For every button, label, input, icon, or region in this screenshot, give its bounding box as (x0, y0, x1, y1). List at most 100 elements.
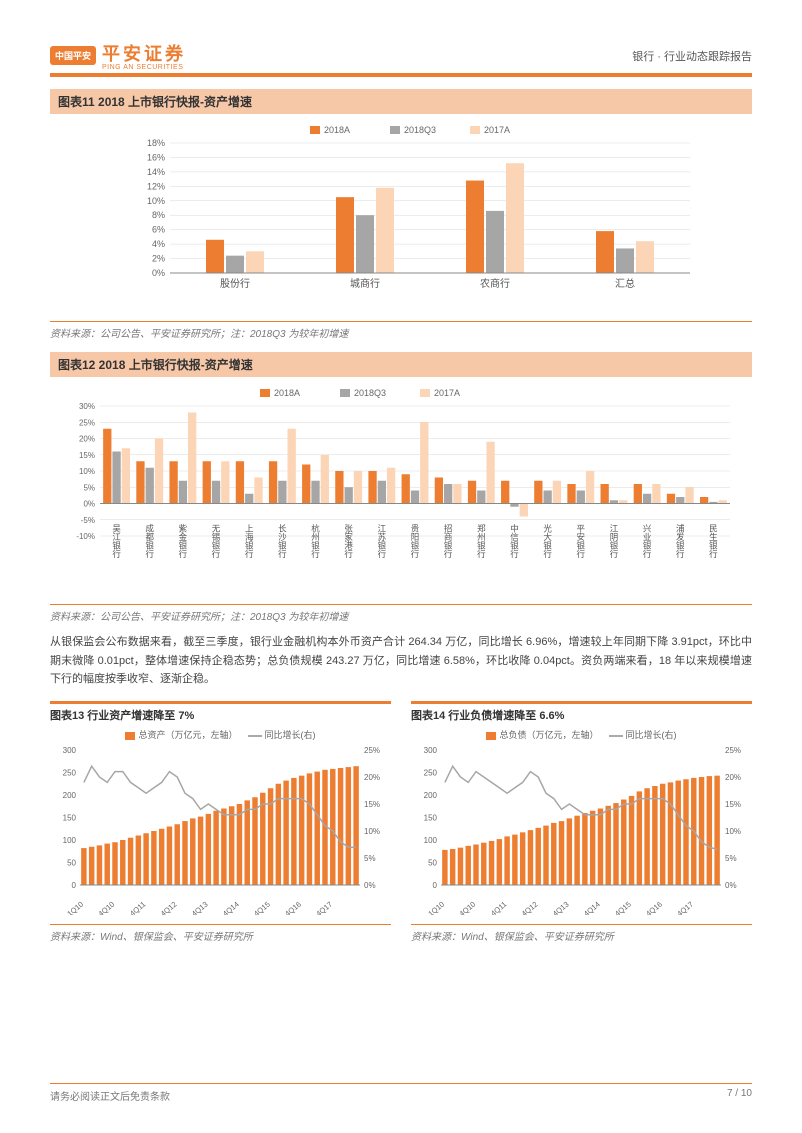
chart13-legend-line: 同比增长(右) (265, 730, 316, 740)
logo-subtitle: PING AN SECURITIES (102, 64, 186, 71)
chart11-source: 资料来源：公司公告、平安证券研究所；注：2018Q3 为较年初增速 (50, 321, 752, 340)
svg-text:300: 300 (63, 746, 77, 755)
svg-text:4Q11: 4Q11 (128, 900, 147, 915)
svg-text:4Q14: 4Q14 (221, 900, 241, 915)
chart14-title: 图表14 行业负债增速降至 6.6% (411, 701, 752, 723)
svg-text:吴江银行: 吴江银行 (112, 524, 122, 559)
svg-text:250: 250 (63, 769, 77, 778)
svg-text:0%: 0% (83, 500, 95, 509)
svg-text:10%: 10% (79, 467, 95, 476)
svg-text:2017A: 2017A (434, 388, 460, 398)
page-footer: 请务必阅读正文后免责条款 7 / 10 (50, 1083, 752, 1103)
svg-text:贵阳银行: 贵阳银行 (410, 523, 420, 559)
svg-text:15%: 15% (725, 800, 741, 809)
svg-text:2018A: 2018A (274, 388, 300, 398)
svg-text:100: 100 (424, 836, 438, 845)
svg-text:4Q16: 4Q16 (644, 900, 664, 915)
svg-text:200: 200 (424, 791, 438, 800)
svg-text:150: 150 (63, 814, 77, 823)
svg-text:江阴银行: 江阴银行 (609, 524, 619, 559)
svg-text:招商银行: 招商银行 (443, 523, 453, 559)
svg-text:0%: 0% (152, 268, 165, 278)
svg-text:4%: 4% (152, 239, 165, 249)
svg-text:4Q10: 4Q10 (96, 900, 116, 915)
svg-text:15%: 15% (79, 451, 95, 460)
svg-text:20%: 20% (79, 435, 95, 444)
svg-text:50: 50 (428, 859, 437, 868)
chart13-legend: 总资产（万亿元，左轴） 同比增长(右) (50, 728, 391, 741)
svg-text:股份行: 股份行 (220, 277, 250, 290)
svg-text:成都银行: 成都银行 (145, 523, 155, 559)
svg-text:25%: 25% (79, 418, 95, 427)
svg-text:民生银行: 民生银行 (708, 524, 718, 559)
svg-text:2018Q3: 2018Q3 (404, 125, 436, 135)
svg-text:50: 50 (67, 859, 76, 868)
svg-text:6%: 6% (152, 225, 165, 235)
chart14-legend-line: 同比增长(右) (626, 730, 677, 740)
svg-text:5%: 5% (83, 483, 95, 492)
svg-text:4Q15: 4Q15 (252, 900, 272, 915)
chart12-title: 图表12 2018 上市银行快报-资产增速 (50, 352, 752, 377)
svg-text:农商行: 农商行 (480, 277, 510, 290)
svg-text:4Q14: 4Q14 (582, 900, 602, 915)
svg-text:16%: 16% (147, 152, 165, 162)
svg-text:4Q17: 4Q17 (314, 900, 334, 915)
svg-text:中信银行: 中信银行 (509, 523, 519, 559)
chart13-title: 图表13 行业资产增速降至 7% (50, 701, 391, 723)
svg-text:100: 100 (63, 836, 77, 845)
svg-text:10%: 10% (147, 196, 165, 206)
chart14: 0501001502002503000%5%10%15%20%25%1Q104Q… (411, 745, 751, 915)
svg-text:平安银行: 平安银行 (576, 524, 586, 559)
svg-text:1Q10: 1Q10 (65, 900, 85, 915)
svg-text:4Q12: 4Q12 (159, 900, 179, 915)
chart13-legend-bar: 总资产（万亿元，左轴） (138, 730, 237, 740)
svg-text:2017A: 2017A (484, 125, 510, 135)
svg-text:4Q13: 4Q13 (190, 900, 210, 915)
svg-text:江苏银行: 江苏银行 (377, 524, 387, 559)
chart14-source: 资料来源：Wind、银保监会、平安证券研究所 (411, 924, 752, 943)
svg-text:20%: 20% (364, 773, 380, 782)
svg-text:0: 0 (433, 881, 438, 890)
svg-text:4Q16: 4Q16 (283, 900, 303, 915)
svg-text:10%: 10% (725, 827, 741, 836)
svg-text:2018A: 2018A (324, 125, 350, 135)
svg-text:20%: 20% (725, 773, 741, 782)
svg-text:杭州银行: 杭州银行 (311, 523, 321, 559)
svg-text:150: 150 (424, 814, 438, 823)
svg-text:2%: 2% (152, 254, 165, 264)
svg-text:-10%: -10% (76, 532, 95, 541)
svg-text:汇总: 汇总 (615, 277, 635, 290)
svg-text:4Q12: 4Q12 (520, 900, 540, 915)
svg-text:1Q10: 1Q10 (426, 900, 446, 915)
chart11: 0%2%4%6%8%10%12%14%16%18%2018A2018Q32017… (50, 114, 752, 317)
footer-disclaimer: 请务必阅读正文后免责条款 (50, 1088, 170, 1103)
svg-text:-5%: -5% (81, 516, 95, 525)
header-category: 银行 · 行业动态跟踪报告 (632, 48, 752, 64)
chart14-legend-bar: 总负债（万亿元，左轴） (499, 730, 598, 740)
chart13-source: 资料来源：Wind、银保监会、平安证券研究所 (50, 924, 391, 943)
svg-text:12%: 12% (147, 181, 165, 191)
svg-text:浦发银行: 浦发银行 (675, 523, 685, 559)
svg-text:上海银行: 上海银行 (244, 524, 254, 559)
svg-text:紫金银行: 紫金银行 (178, 524, 188, 559)
page-header: 中国平安 平安证券 PING AN SECURITIES 银行 · 行业动态跟踪… (50, 40, 752, 77)
svg-text:张家港行: 张家港行 (344, 524, 354, 559)
svg-text:城商行: 城商行 (350, 277, 380, 290)
svg-text:18%: 18% (147, 138, 165, 148)
svg-text:5%: 5% (364, 854, 376, 863)
svg-text:0%: 0% (364, 881, 376, 890)
svg-text:4Q15: 4Q15 (613, 900, 633, 915)
svg-text:无锡银行: 无锡银行 (211, 524, 221, 559)
svg-text:10%: 10% (364, 827, 380, 836)
svg-text:15%: 15% (364, 800, 380, 809)
svg-text:250: 250 (424, 769, 438, 778)
logo: 中国平安 平安证券 PING AN SECURITIES (50, 40, 186, 71)
svg-text:8%: 8% (152, 210, 165, 220)
logo-badge: 中国平安 (50, 46, 96, 65)
svg-text:长沙银行: 长沙银行 (277, 523, 287, 559)
svg-text:300: 300 (424, 746, 438, 755)
footer-page-number: 7 / 10 (727, 1088, 752, 1103)
svg-text:5%: 5% (725, 854, 737, 863)
svg-text:光大银行: 光大银行 (543, 523, 553, 559)
chart12: -10%-5%0%5%10%15%20%25%30%2018A2018Q3201… (50, 377, 752, 600)
